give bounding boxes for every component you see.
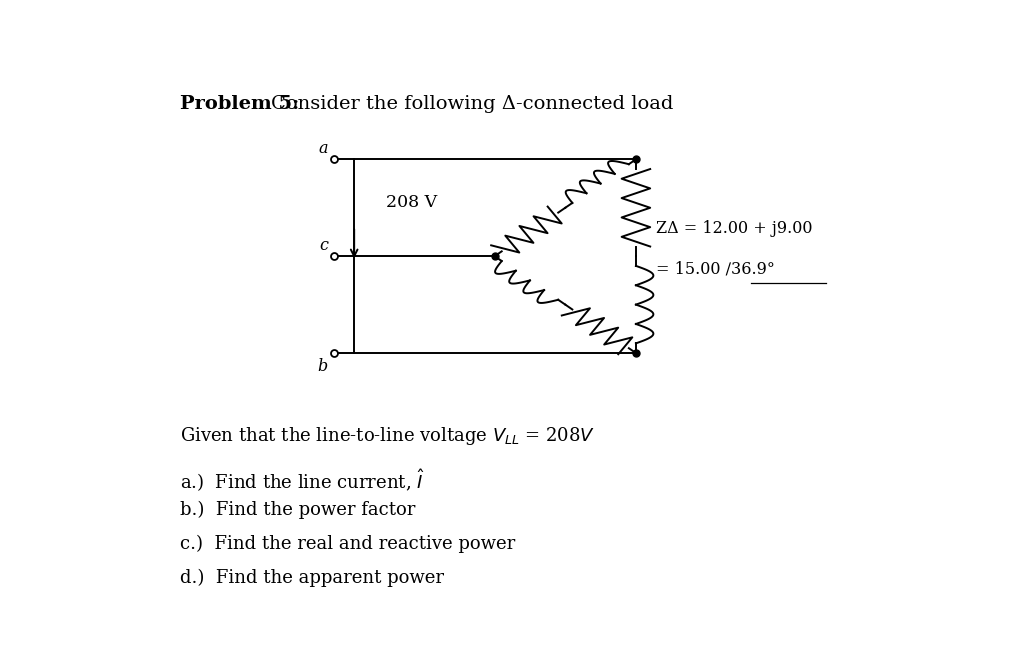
Text: Given that the line-to-line voltage $V_{LL}$ = 208$V$: Given that the line-to-line voltage $V_{…	[179, 425, 595, 447]
Text: = 15.00 ∕36.9°: = 15.00 ∕36.9°	[655, 260, 774, 277]
Text: ZΔ = 12.00 + j9.00: ZΔ = 12.00 + j9.00	[655, 221, 812, 237]
Text: c: c	[319, 237, 328, 253]
Text: a.)  Find the line current, $\hat{I}$: a.) Find the line current, $\hat{I}$	[179, 467, 424, 494]
Text: b: b	[317, 358, 328, 375]
Text: b.)  Find the power factor: b.) Find the power factor	[179, 501, 415, 519]
Text: Problem 5:: Problem 5:	[179, 95, 299, 113]
Text: Consider the following Δ-connected load: Consider the following Δ-connected load	[270, 95, 673, 113]
Text: 208 V: 208 V	[386, 194, 437, 212]
Text: a: a	[318, 140, 328, 157]
Text: d.)  Find the apparent power: d.) Find the apparent power	[179, 569, 443, 587]
Text: c.)  Find the real and reactive power: c.) Find the real and reactive power	[179, 535, 515, 553]
